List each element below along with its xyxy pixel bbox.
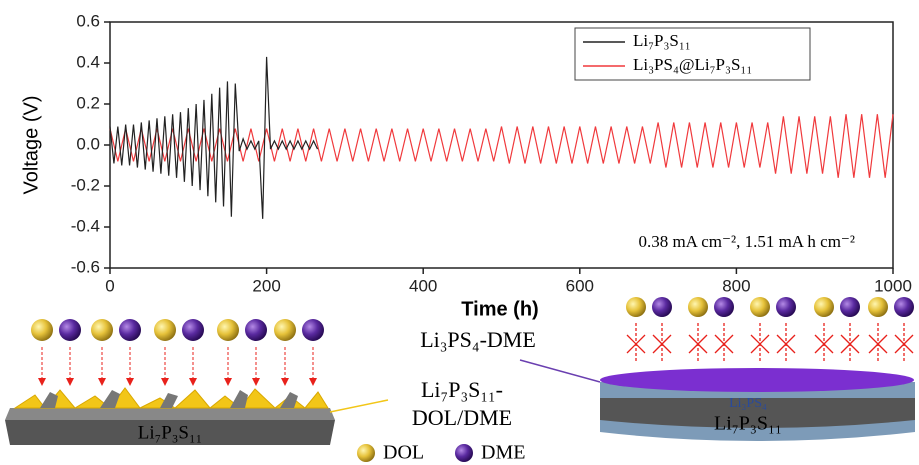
x-tick-label: 200 [252,276,280,295]
right-layer-label: Li₃PS₄ [729,396,767,411]
dme-legend: DME [481,442,525,464]
legend-box [574,27,811,81]
left-arrows [38,347,317,386]
illustration: Li₇P₃S₁₁ Li₇P₃S₁₁- DOL/DME Li₃PS₄-DME Li… [5,297,915,464]
annotation: 0.38 mA cm⁻², 1.51 mA h cm⁻² [638,232,855,251]
x-tick-label: 1000 [874,276,912,295]
li3ps4-deposits [13,387,329,409]
y-tick-label: 0.2 [76,93,100,112]
left-slab-side [5,420,335,445]
x-tick-label: 0 [105,276,114,295]
y-tick-label: 0.6 [76,11,100,30]
y-axis-label: Voltage (V) [20,96,42,195]
right-pointer [519,359,601,383]
y-tick-label: -0.6 [71,257,100,276]
dol-icon [357,444,375,462]
series-line [109,114,894,178]
x-axis-label: Time (h) [461,298,538,320]
left-label-1: Li₇P₃S₁₁- [421,377,503,402]
series-line [109,56,319,219]
chart: Time (h) Voltage (V) 0.38 mA cm⁻², 1.51 … [20,11,912,320]
right-molecules [626,297,914,317]
y-tick-label: 0.4 [76,52,100,71]
x-tick-label: 600 [566,276,594,295]
y-tick-label: 0.0 [76,134,100,153]
right-blocked-arrows [626,323,914,362]
left-label-2: DOL/DME [412,405,512,430]
legend-label: Li₇P₃S₁₁ [633,31,691,50]
x-tick-label: 800 [722,276,750,295]
dol-legend: DOL [383,442,424,464]
right-label: Li₃PS₄-DME [420,327,536,352]
left-molecules [31,319,324,341]
right-slab-core [600,398,915,428]
left-pointer [329,399,389,413]
y-tick-label: -0.4 [71,216,100,235]
y-tick-label: -0.2 [71,175,100,194]
dme-icon [455,444,473,462]
grains [40,390,298,408]
right-slab-top [600,368,914,392]
x-tick-label: 400 [409,276,437,295]
left-slab-top [5,408,335,420]
left-substrate-label: Li₇P₃S₁₁ [138,422,203,443]
right-substrate-label: Li₇P₃S₁₁ [714,413,782,435]
legend-label: Li₃PS₄@Li₇P₃S₁₁ [633,55,752,74]
